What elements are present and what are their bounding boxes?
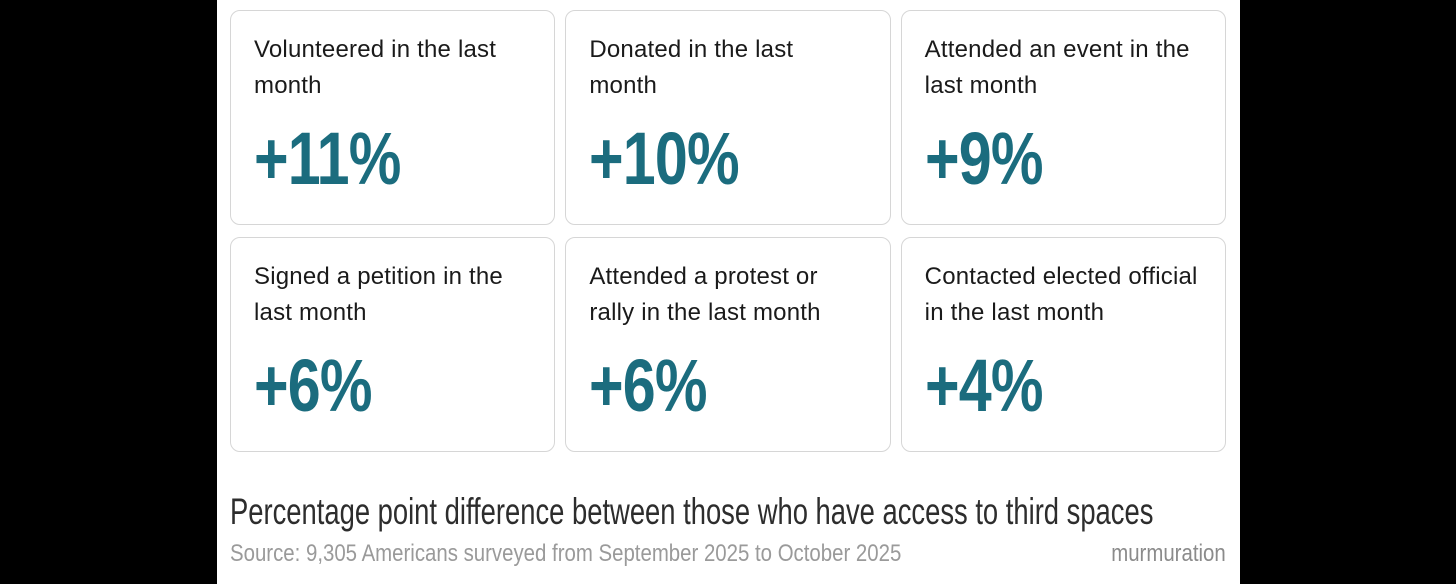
stat-card-volunteered: Volunteered in the last month +11% bbox=[230, 10, 556, 225]
stat-card-attended-event: Attended an event in the last month +9% bbox=[900, 10, 1226, 225]
stat-card-label: Attended a protest or rally in the last … bbox=[589, 263, 821, 326]
stat-card-donated: Donated in the last month +10% bbox=[565, 10, 891, 225]
stat-card-label: Volunteered in the last month bbox=[254, 36, 497, 99]
stat-card-value: +4% bbox=[924, 344, 1044, 427]
stat-card-contacted-official: Contacted elected official in the last m… bbox=[900, 237, 1226, 452]
stat-card-value: +9% bbox=[924, 117, 1044, 200]
chart-meta-row: Source: 9,305 Americans surveyed from Se… bbox=[230, 540, 1226, 568]
stat-card-value: +10% bbox=[589, 117, 740, 200]
chart-title: Percentage point difference between thos… bbox=[230, 491, 1154, 532]
stat-card-attended-protest: Attended a protest or rally in the last … bbox=[565, 237, 891, 452]
stat-card-label: Donated in the last month bbox=[589, 36, 794, 99]
stat-card-signed-petition: Signed a petition in the last month +6% bbox=[230, 237, 556, 452]
stat-card-label: Signed a petition in the last month bbox=[254, 263, 503, 326]
infographic-panel: Volunteered in the last month +11% Donat… bbox=[217, 0, 1240, 584]
chart-footer: Percentage point difference between thos… bbox=[230, 491, 1226, 568]
stat-card-label: Attended an event in the last month bbox=[924, 36, 1190, 99]
source-note: Source: 9,305 Americans surveyed from Se… bbox=[230, 540, 902, 567]
stat-card-label: Contacted elected official in the last m… bbox=[924, 263, 1198, 326]
stat-card-value: +11% bbox=[254, 117, 401, 200]
stat-cards-grid: Volunteered in the last month +11% Donat… bbox=[230, 10, 1226, 452]
brand-wordmark: murmuration bbox=[1111, 540, 1226, 567]
stat-card-value: +6% bbox=[589, 344, 708, 427]
stat-card-value: +6% bbox=[254, 344, 373, 427]
